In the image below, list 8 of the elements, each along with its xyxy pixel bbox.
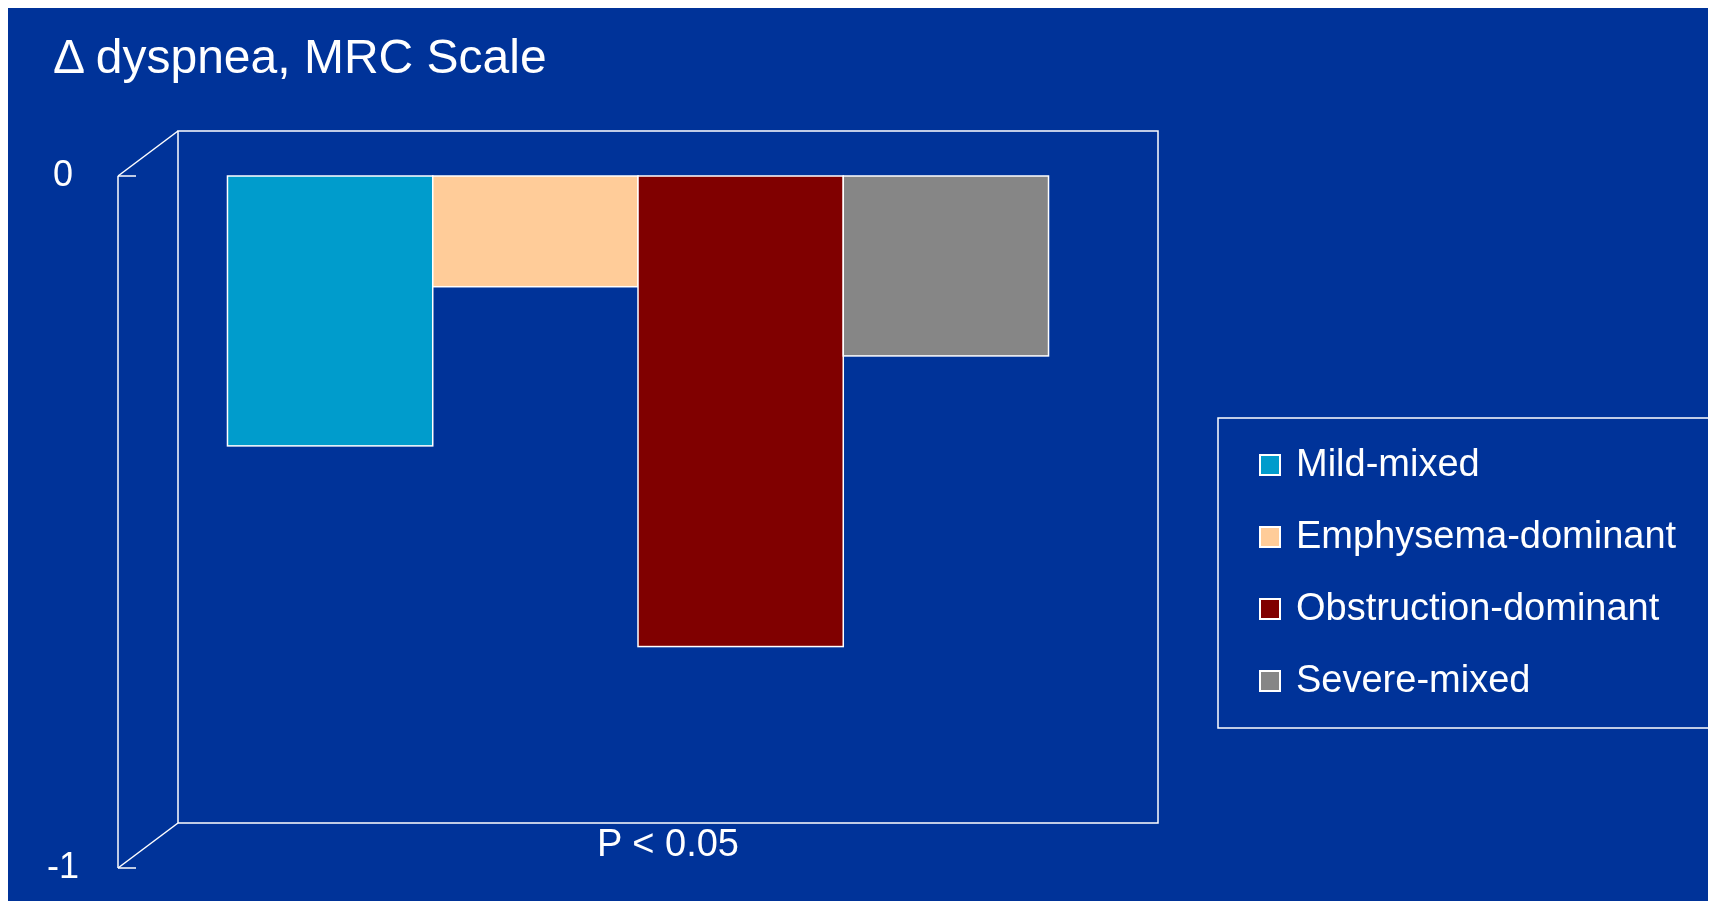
legend-label: Mild-mixed <box>1296 442 1480 485</box>
legend-label: Obstruction-dominant <box>1296 586 1660 629</box>
legend-label: Severe-mixed <box>1296 658 1531 701</box>
y-tick-label: -1 <box>46 844 80 886</box>
annotation: P < 0.05 <box>597 822 739 864</box>
legend-label: Emphysema-dominant <box>1296 514 1677 557</box>
chart-title: Δ dyspnea, MRC Scale <box>53 30 547 83</box>
y-tick-label: 0 <box>52 152 74 194</box>
